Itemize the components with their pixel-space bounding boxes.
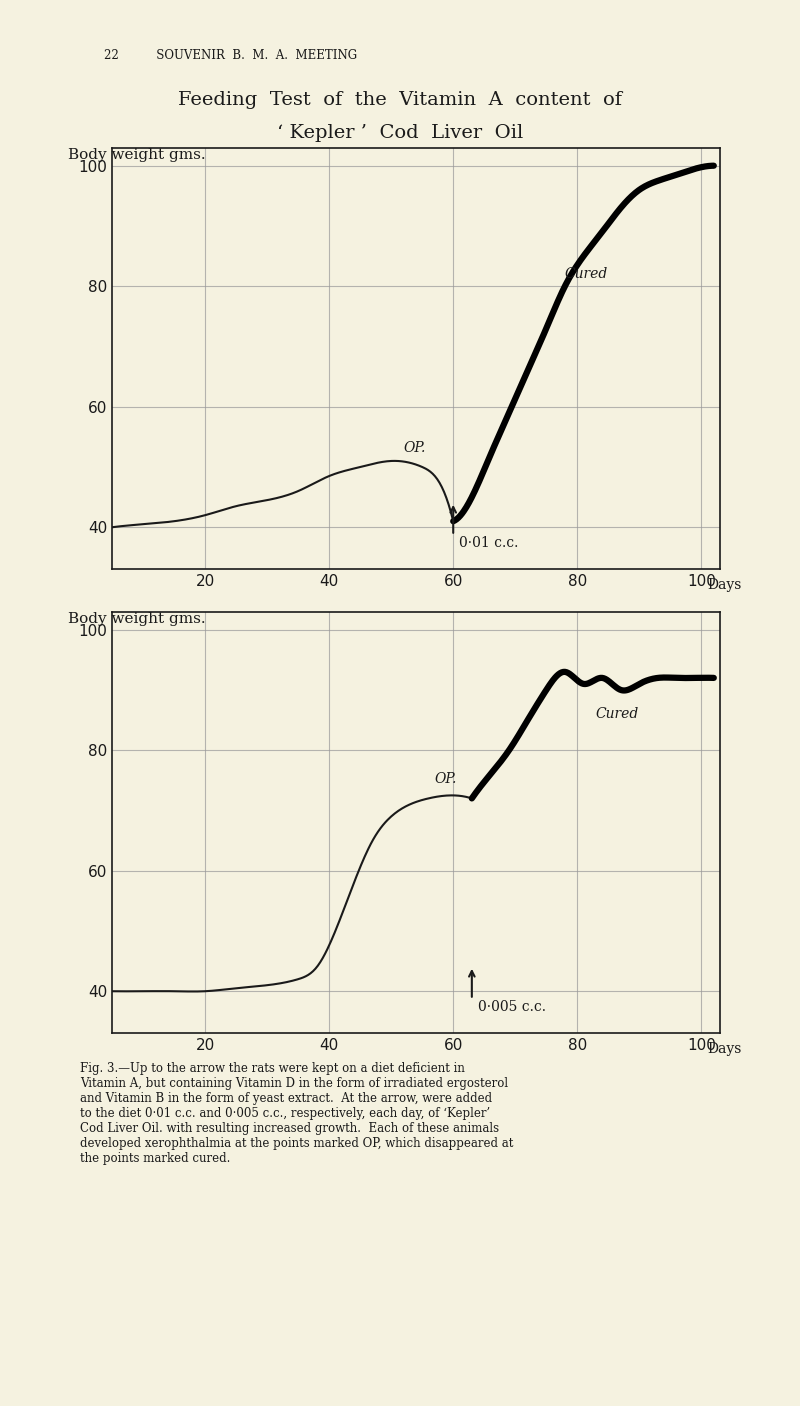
Text: Feeding  Test  of  the  Vitamin  A  content  of: Feeding Test of the Vitamin A content of xyxy=(178,91,622,110)
Text: OP.: OP. xyxy=(434,772,457,786)
Text: OP.: OP. xyxy=(403,441,426,456)
Text: Days: Days xyxy=(707,1042,742,1056)
Text: 0·005 c.c.: 0·005 c.c. xyxy=(478,1000,546,1014)
Text: Body weight gms.: Body weight gms. xyxy=(68,612,206,626)
Text: Fig. 3.—Up to the arrow the rats were kept on a diet deficient in
Vitamin A, but: Fig. 3.—Up to the arrow the rats were ke… xyxy=(80,1062,514,1164)
Text: 0·01 c.c.: 0·01 c.c. xyxy=(459,536,519,550)
Text: ‘ Kepler ’  Cod  Liver  Oil: ‘ Kepler ’ Cod Liver Oil xyxy=(277,124,523,142)
Text: 22          SOUVENIR  B.  M.  A.  MEETING: 22 SOUVENIR B. M. A. MEETING xyxy=(104,49,357,62)
Text: Cured: Cured xyxy=(596,707,639,721)
Text: Body weight gms.: Body weight gms. xyxy=(68,148,206,162)
Text: Days: Days xyxy=(707,578,742,592)
Text: Cured: Cured xyxy=(565,267,608,281)
